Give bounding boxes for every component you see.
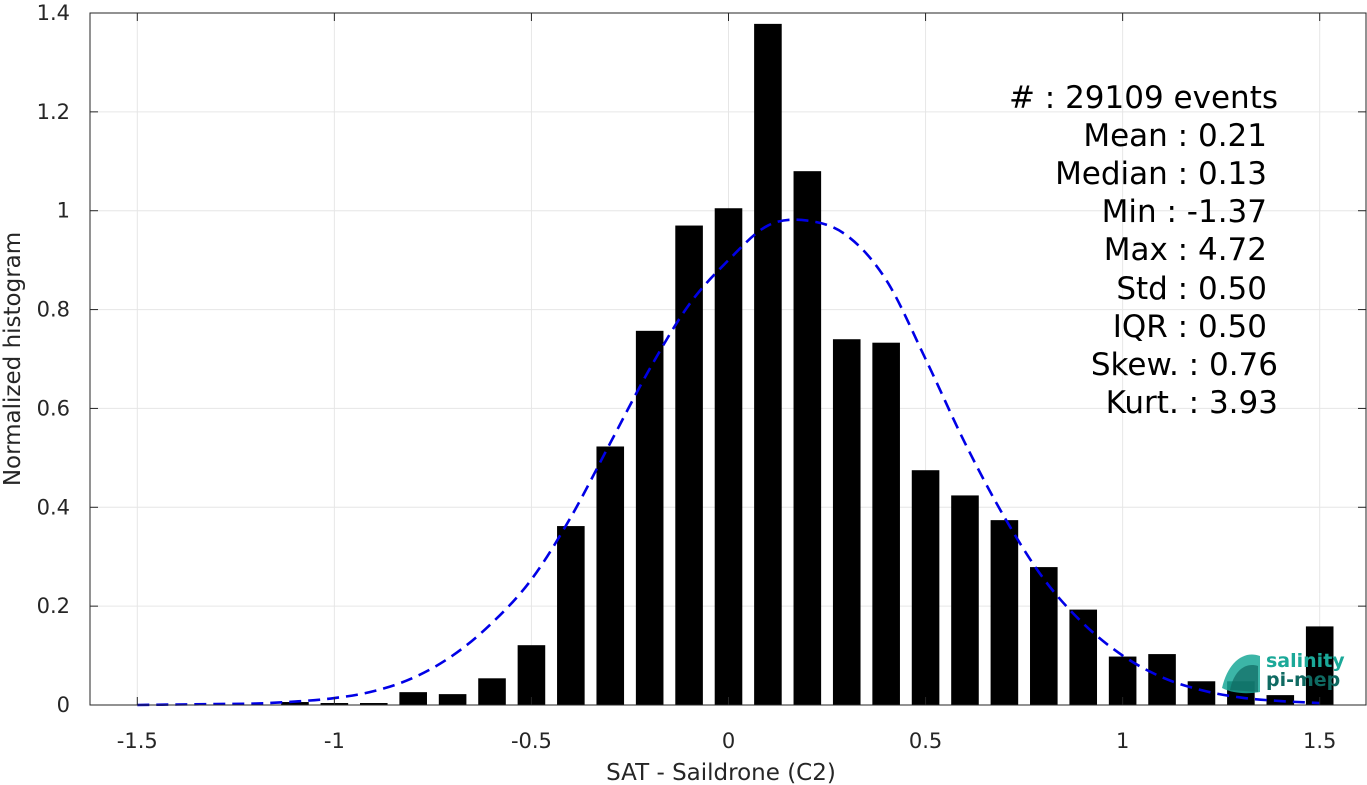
stat-count: # : 29109 events — [1009, 80, 1278, 116]
histogram-bar — [596, 446, 625, 705]
histogram-bar — [635, 330, 664, 705]
fit-curve-line — [137, 218, 1320, 707]
x-tick-label: 1 — [1116, 729, 1129, 753]
histogram-bar — [478, 678, 506, 705]
stat-min: Min : -1.37 — [1102, 194, 1267, 230]
x-tick-label: -1 — [324, 729, 345, 753]
x-axis-label: SAT - Saildrone (C2) — [606, 760, 836, 785]
y-tick-label: 0.4 — [37, 495, 70, 519]
stat-skew: Skew. : 0.76 — [1091, 347, 1278, 383]
y-tick-labels: 0 0.2 0.4 0.6 0.8 1 1.2 1.4 — [37, 1, 70, 717]
stat-mean: Mean : 0.21 — [1083, 118, 1267, 154]
histogram-bar — [517, 645, 546, 705]
histogram-bar — [911, 470, 940, 705]
y-axis-label: Normalized histogram — [0, 232, 26, 486]
x-tick-label: 0 — [722, 729, 735, 753]
y-tick-label: 0.8 — [37, 298, 70, 322]
histogram-bar — [1108, 656, 1137, 705]
stat-std: Std : 0.50 — [1116, 271, 1267, 307]
x-tick-label: 0.5 — [909, 729, 942, 753]
y-tick-label: 1 — [57, 199, 70, 223]
y-tick-label: 0.6 — [37, 396, 70, 420]
stat-iqr: IQR : 0.50 — [1113, 309, 1267, 345]
x-tick-label: 1.5 — [1303, 729, 1336, 753]
histogram-bar — [281, 702, 309, 705]
x-tick-label: -1.5 — [117, 729, 158, 753]
statistics-box: # : 29109 events Mean : 0.21 Median : 0.… — [1009, 80, 1278, 421]
y-tick-label: 0.2 — [37, 594, 70, 618]
histogram-bar — [557, 526, 585, 705]
stat-max: Max : 4.72 — [1104, 232, 1267, 268]
histogram-bar — [1030, 567, 1058, 705]
salinity-pimep-logo: salinity pi-mep — [1222, 650, 1345, 694]
normal-fit-curve — [137, 218, 1320, 707]
histogram-bar — [832, 339, 861, 705]
histogram-bar — [359, 703, 388, 705]
axes-box — [89, 12, 1367, 706]
histogram-bar — [438, 694, 467, 705]
histogram-bar — [1069, 609, 1098, 705]
x-tick-labels: -1.5 -1 -0.5 0 0.5 1 1.5 — [117, 729, 1337, 753]
histogram-bar — [872, 342, 900, 705]
histogram-bar — [990, 520, 1019, 705]
logo-line1: salinity — [1266, 650, 1345, 672]
histogram-bar — [675, 225, 703, 706]
histogram-bar — [1187, 681, 1216, 705]
y-tick-label: 1.2 — [37, 100, 70, 124]
logo-line2: pi-mep — [1266, 669, 1340, 691]
histogram-bar — [1305, 626, 1334, 705]
wave-logo-icon-shade — [1230, 665, 1258, 692]
y-tick-label: 1.4 — [37, 1, 70, 25]
histogram-bar — [754, 23, 782, 706]
stat-median: Median : 0.13 — [1055, 156, 1267, 192]
stat-kurt: Kurt. : 3.93 — [1106, 385, 1278, 421]
histogram-bar — [793, 171, 822, 705]
x-tick-label: -0.5 — [511, 729, 552, 753]
histogram-bar — [399, 692, 427, 705]
histogram-bar — [714, 208, 743, 705]
histogram-bar — [1148, 654, 1176, 705]
y-tick-label: 0 — [57, 693, 70, 717]
histogram-bar — [951, 495, 979, 705]
histogram-bars — [281, 23, 1334, 706]
